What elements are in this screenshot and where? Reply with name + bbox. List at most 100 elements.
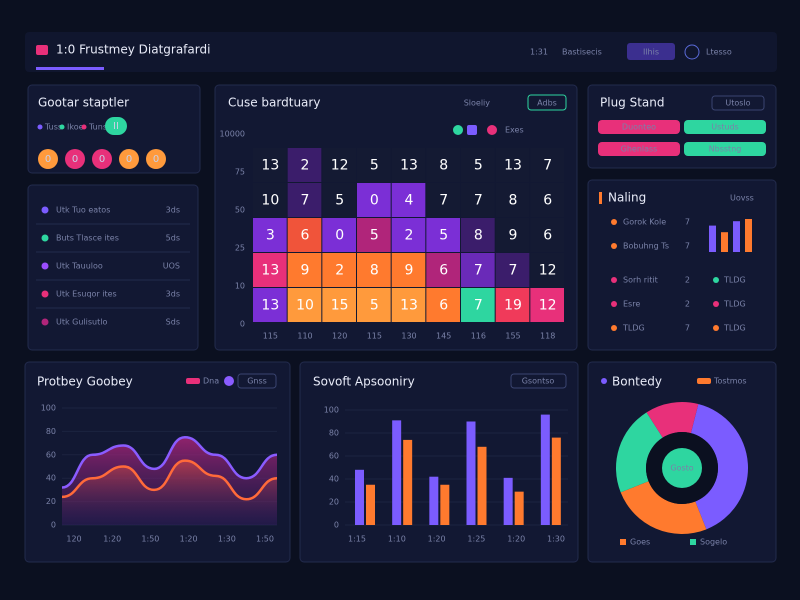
legend-label: Dna (203, 377, 219, 386)
y-tick-label: 80 (46, 427, 56, 436)
mini-bar (733, 221, 740, 252)
bar (540, 414, 550, 525)
donut-center (662, 448, 702, 488)
donut-segment (620, 481, 707, 535)
header-title: 1:0 Frustmey Diatgrafardi (56, 43, 210, 57)
pill-button[interactable] (684, 142, 766, 156)
ranking-panel (587, 179, 777, 351)
heat-cell (253, 148, 287, 182)
x-tick-label: 120 (66, 535, 81, 544)
heat-value: 6 (543, 228, 552, 244)
title-accent (599, 192, 602, 204)
row-value: 5ds (166, 234, 180, 243)
area-panel (24, 361, 291, 563)
row-label: Utk Tuo eatos (56, 206, 110, 215)
item-value: 7 (685, 242, 690, 251)
heat-cell (322, 253, 356, 287)
heat-cell (530, 148, 564, 182)
pill-button[interactable] (598, 142, 680, 156)
heat-value: 13 (504, 158, 522, 174)
toggle-button[interactable] (105, 117, 127, 135)
item-dot (713, 277, 719, 283)
toggle-chip[interactable] (467, 125, 477, 135)
heat-cell (391, 288, 426, 322)
heat-cell (357, 148, 391, 182)
heat-cell (357, 253, 391, 287)
filter-label: Adbs (537, 99, 557, 108)
heat-value: 8 (474, 228, 483, 244)
y-tick-label: 40 (46, 474, 56, 483)
badge[interactable] (146, 149, 166, 169)
toggle-dot[interactable] (487, 125, 497, 135)
legend-dot (224, 376, 234, 386)
heat-cell (253, 253, 287, 287)
list-panel (27, 184, 199, 351)
header-link: Ltesso (706, 48, 732, 57)
header-icon[interactable] (684, 44, 700, 60)
heat-cell (426, 218, 460, 252)
legend-chip (690, 539, 696, 545)
y-tick-label: 0 (240, 320, 245, 329)
bar (503, 477, 513, 525)
heat-value: 5 (370, 228, 379, 244)
legend-chip (620, 539, 626, 545)
heat-cell (322, 183, 356, 217)
item-label: Gorok Kole (623, 218, 666, 227)
heat-value: 7 (543, 158, 552, 174)
row-dot (41, 290, 49, 298)
tag (510, 373, 567, 389)
x-tick-label: 155 (505, 332, 520, 341)
x-tick-label: 1:20 (180, 535, 198, 544)
row-label: Utk Tauuloo (56, 262, 103, 271)
row-dot (41, 262, 49, 270)
row-value: 3ds (166, 206, 180, 215)
pill-button[interactable] (598, 120, 680, 134)
x-tick-label: 1:25 (467, 535, 485, 544)
heat-value: 13 (400, 158, 418, 174)
badge[interactable] (119, 149, 139, 169)
heat-value: 12 (331, 158, 349, 174)
x-tick-label: 118 (540, 332, 555, 341)
heat-cell (287, 148, 322, 182)
pill-label: Ghenlass (621, 145, 658, 154)
y-tick-label: 0 (334, 521, 339, 530)
heat-value: 6 (543, 193, 552, 209)
heat-value: 6 (439, 263, 448, 279)
item-value: 7 (685, 324, 690, 333)
heat-value: 13 (261, 158, 279, 174)
heat-value: 9 (509, 228, 518, 244)
heat-value: 0 (370, 193, 379, 209)
y-tick-label: 10000 (220, 130, 245, 139)
heat-cell (461, 288, 495, 322)
toggle-dot[interactable] (453, 125, 463, 135)
heat-value: 9 (301, 263, 310, 279)
x-tick-label: 130 (401, 332, 416, 341)
heat-cell (495, 218, 530, 252)
heat-cell (461, 148, 495, 182)
heat-value: 0 (335, 228, 344, 244)
heat-value: 7 (439, 193, 448, 209)
line (61, 459, 278, 501)
logo (36, 45, 48, 55)
header-button[interactable] (627, 43, 675, 60)
filter-button[interactable] (527, 94, 567, 111)
item-label: Sorh ritit (623, 276, 658, 285)
line (61, 435, 278, 489)
mini-bar (721, 232, 728, 252)
y-tick-label: 75 (235, 168, 245, 177)
nav-item: Bastisecis (562, 48, 602, 57)
badge[interactable] (92, 149, 112, 169)
legend-label: Tunso (88, 123, 112, 132)
badge[interactable] (38, 149, 58, 169)
heat-value: 7 (509, 263, 518, 279)
heat-value: 10 (296, 298, 314, 314)
area-fill (62, 460, 277, 525)
heat-cell (461, 218, 495, 252)
row-dot (41, 206, 49, 214)
pill-button[interactable] (684, 120, 766, 134)
badge[interactable] (65, 149, 85, 169)
y-tick-label: 25 (235, 244, 245, 253)
heat-value: 12 (539, 263, 557, 279)
heat-cell (357, 183, 391, 217)
x-tick-label: 1:20 (428, 535, 446, 544)
